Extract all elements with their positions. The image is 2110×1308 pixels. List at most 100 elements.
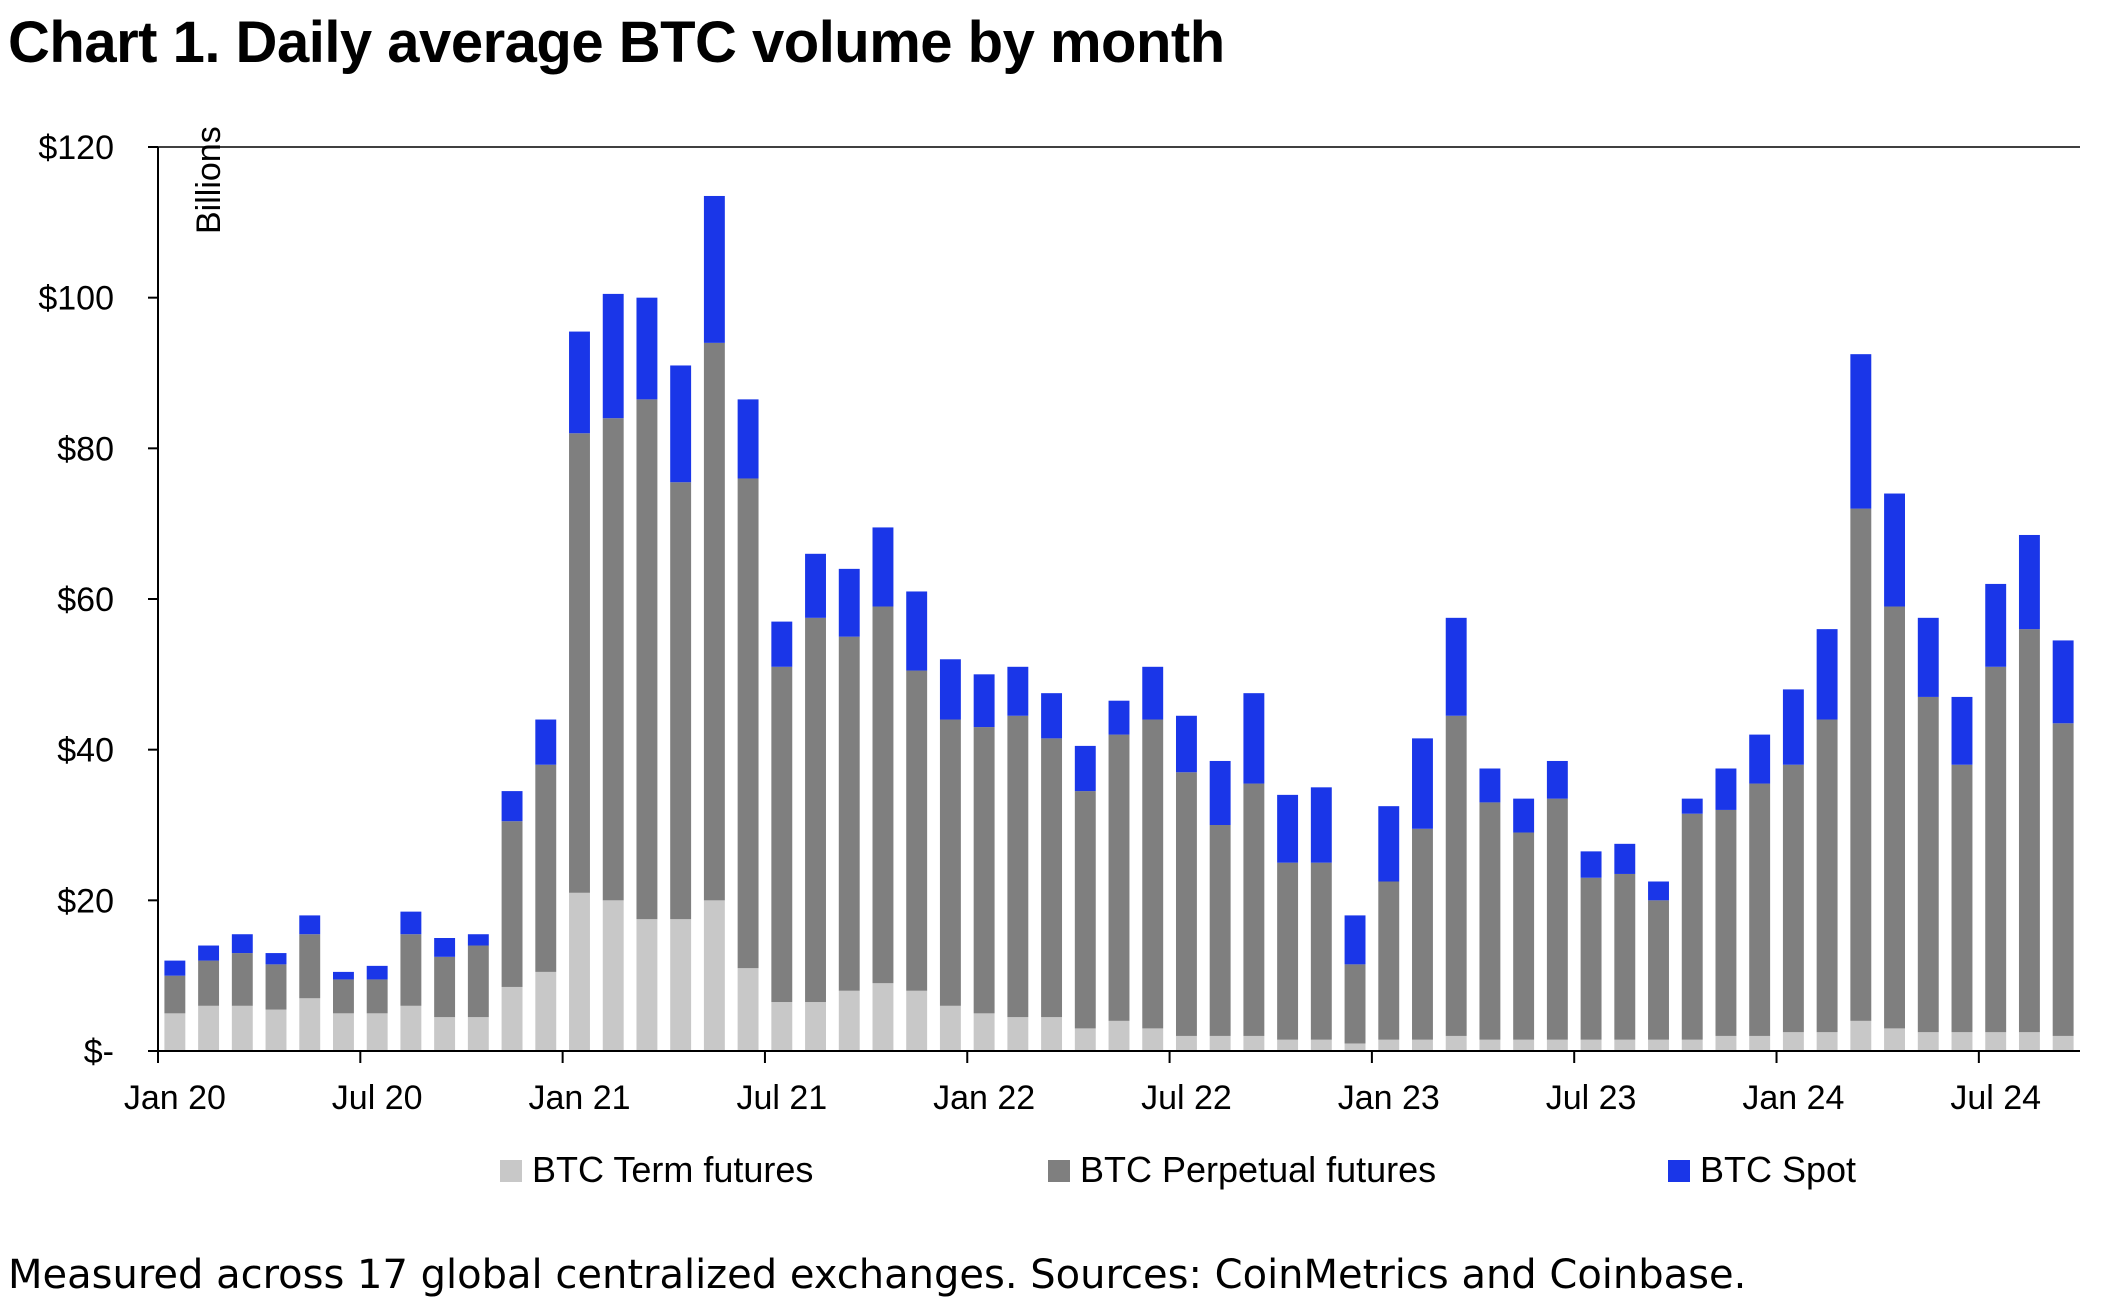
legend-swatch-spot [1668, 1160, 1690, 1182]
bar-perp-46 [1715, 809, 1737, 1036]
bar-perp-48 [1782, 764, 1804, 1033]
bar-perp-54 [1985, 666, 2007, 1033]
bar-perp-52 [1917, 696, 1939, 1033]
bar-spot-2 [231, 934, 253, 954]
bar-perp-7 [400, 934, 422, 1006]
bar-term-2 [231, 1005, 253, 1051]
bar-perp-42 [1580, 877, 1602, 1040]
bar-perp-10 [501, 821, 523, 987]
bar-spot-32 [1243, 693, 1265, 784]
bar-term-13 [602, 900, 624, 1051]
bar-spot-3 [265, 953, 287, 965]
bar-perp-25 [1007, 715, 1029, 1018]
bar-term-47 [1749, 1035, 1771, 1051]
bar-term-21 [872, 983, 894, 1051]
bar-spot-20 [838, 568, 860, 637]
bar-term-22 [906, 990, 928, 1051]
bar-term-10 [501, 986, 523, 1051]
bar-term-1 [198, 1005, 220, 1051]
bar-term-30 [1175, 1035, 1197, 1051]
bar-perp-9 [467, 945, 489, 1018]
x-tick-label: Jul 22 [1141, 1079, 1232, 1117]
bars [164, 195, 2074, 1051]
bar-term-53 [1951, 1032, 1973, 1051]
bar-perp-15 [670, 482, 692, 920]
bar-spot-54 [1985, 583, 2007, 667]
bar-perp-17 [737, 478, 759, 969]
bar-spot-0 [164, 960, 186, 976]
bar-term-48 [1782, 1032, 1804, 1051]
bar-perp-3 [265, 964, 287, 1010]
bar-term-52 [1917, 1032, 1939, 1051]
bar-term-20 [838, 990, 860, 1051]
chart-title: Chart 1. Daily average BTC volume by mon… [8, 10, 1225, 75]
bar-term-31 [1209, 1035, 1231, 1051]
bar-perp-47 [1749, 783, 1771, 1036]
x-tick-label: Jul 21 [736, 1079, 827, 1117]
axes: $- $20 $40 $60 $80 $100 $120 Jan 20 Jul 20 Jan 21… [38, 129, 2080, 1117]
bar-term-17 [737, 968, 759, 1051]
y-tick-label: $60 [57, 581, 114, 619]
bar-term-24 [973, 1013, 995, 1051]
bar-term-28 [1108, 1020, 1130, 1051]
bar-term-41 [1546, 1039, 1568, 1051]
bar-term-35 [1344, 1043, 1366, 1051]
bar-perp-31 [1209, 825, 1231, 1036]
bar-spot-41 [1546, 760, 1568, 799]
bar-spot-51 [1884, 493, 1905, 607]
bar-perp-22 [906, 670, 928, 991]
bar-perp-40 [1513, 832, 1535, 1040]
bar-perp-35 [1344, 964, 1366, 1044]
y-tick-label: $120 [38, 129, 114, 167]
bar-term-54 [1985, 1032, 2007, 1051]
bar-spot-52 [1917, 617, 1939, 697]
bar-spot-8 [434, 938, 456, 957]
bar-spot-7 [400, 911, 422, 935]
bar-spot-40 [1513, 798, 1535, 833]
bar-term-19 [805, 1002, 826, 1051]
bar-perp-16 [703, 342, 725, 901]
bar-perp-13 [602, 418, 624, 901]
bar-term-15 [670, 919, 692, 1051]
bar-spot-45 [1681, 798, 1703, 814]
y-tick-label: $100 [38, 280, 114, 318]
bar-spot-50 [1850, 354, 1872, 509]
bar-spot-42 [1580, 851, 1602, 878]
bar-perp-55 [2018, 629, 2040, 1033]
bar-term-56 [2052, 1035, 2074, 1051]
bar-perp-27 [1074, 791, 1096, 1029]
x-tick-label: Jan 20 [124, 1079, 226, 1117]
bar-spot-16 [703, 195, 725, 343]
legend-label-term: BTC Term futures [532, 1149, 813, 1190]
bar-spot-34 [1310, 787, 1332, 863]
bar-perp-44 [1648, 900, 1669, 1040]
bar-perp-8 [434, 956, 456, 1018]
bar-perp-0 [164, 975, 186, 1014]
y-tick-label: $40 [57, 732, 114, 770]
bar-term-46 [1715, 1035, 1737, 1051]
bar-perp-2 [231, 953, 253, 1006]
bar-perp-11 [535, 764, 557, 972]
bar-perp-29 [1142, 719, 1164, 1029]
bar-spot-10 [501, 791, 523, 822]
bar-perp-12 [569, 433, 590, 893]
bar-spot-5 [333, 971, 354, 980]
bar-spot-36 [1378, 806, 1400, 882]
bar-spot-39 [1479, 768, 1501, 803]
legend-swatch-term [500, 1160, 522, 1182]
bar-spot-19 [805, 553, 826, 618]
bar-term-5 [333, 1013, 354, 1051]
y-tick-label: $80 [57, 430, 114, 468]
x-tick-label: Jul 23 [1546, 1079, 1637, 1117]
bar-perp-20 [838, 636, 860, 991]
bar-perp-34 [1310, 862, 1332, 1040]
bar-spot-4 [299, 915, 321, 935]
bar-perp-4 [299, 934, 321, 999]
bar-term-26 [1041, 1017, 1063, 1051]
bar-term-25 [1007, 1017, 1029, 1051]
bar-term-49 [1816, 1032, 1838, 1051]
bar-perp-50 [1850, 508, 1872, 1021]
x-tick-label: Jan 22 [933, 1079, 1035, 1117]
legend-label-spot: BTC Spot [1700, 1149, 1856, 1190]
